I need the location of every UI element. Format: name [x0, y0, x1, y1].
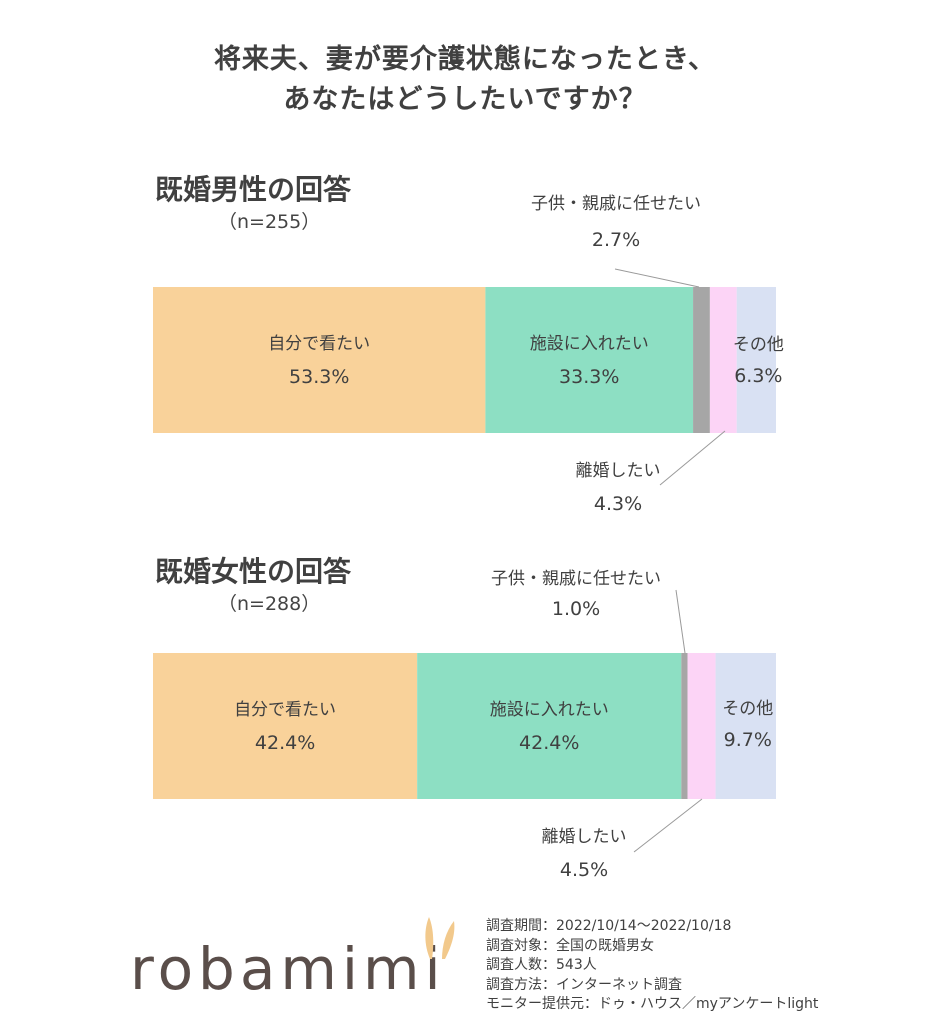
male-label-divorce: 離婚したい [576, 461, 661, 481]
male-bar-self-care [153, 287, 486, 433]
male-value-facility: 33.3% [559, 366, 619, 388]
male-callout-line-divorce [659, 430, 726, 486]
title-line-2: あなたはどうしたいですか？ [283, 84, 647, 115]
female-label-facility: 施設に入れたい [490, 700, 609, 720]
female-group-title: 既婚女性の回答 [155, 555, 352, 588]
male-value-other: 6.3% [734, 365, 782, 387]
survey-count: 調査人数：543人 [486, 957, 597, 973]
survey-method: 調査方法：インターネット調査 [486, 976, 682, 993]
female-bar-facility [417, 653, 682, 799]
female-bar-children-relatives [681, 653, 688, 799]
female-value-divorce: 4.5% [560, 859, 608, 881]
female-callout-line-children [675, 589, 686, 654]
male-callout-line-children [614, 268, 700, 288]
male-bar-divorce [709, 287, 737, 433]
survey-info: 調査期間：2022/10/14～2022/10/18 調査対象：全国の既婚男女 … [486, 917, 818, 1015]
female-label-children-relatives: 子供・親戚に任せたい [491, 569, 661, 589]
male-value-self-care: 53.3% [289, 366, 349, 388]
title-line-1: 将来夫、妻が要介護状態になったとき、 [213, 44, 717, 75]
female-value-other: 9.7% [724, 729, 772, 751]
male-value-children-relatives: 2.7% [592, 229, 640, 251]
female-bar-divorce [687, 653, 716, 799]
male-bar-children-relatives [693, 287, 710, 433]
male-n-label: （n=255） [218, 211, 321, 233]
male-label-other: その他 [733, 335, 784, 355]
female-bar-other [715, 653, 776, 799]
male-group-title: 既婚男性の回答 [155, 173, 352, 206]
female-bar-self-care [153, 653, 418, 799]
male-label-children-relatives: 子供・親戚に任せたい [531, 194, 701, 214]
female-value-children-relatives: 1.0% [552, 598, 600, 620]
female-callout-line-divorce [633, 798, 703, 853]
female-n-label: （n=288） [218, 593, 321, 615]
female-value-facility: 42.4% [519, 732, 579, 754]
rabbit-ears-icon [425, 917, 455, 959]
male-bar-other [736, 287, 776, 433]
male-value-divorce: 4.3% [594, 493, 642, 515]
female-label-other: その他 [722, 699, 773, 719]
survey-target: 調査対象：全国の既婚男女 [486, 937, 654, 954]
female-value-self-care: 42.4% [255, 732, 315, 754]
male-label-self-care: 自分で看たい [268, 334, 370, 354]
male-label-facility: 施設に入れたい [530, 334, 649, 354]
robamimi-logo: robamimi [130, 935, 446, 1003]
female-label-self-care: 自分で看たい [234, 700, 336, 720]
female-label-divorce: 離婚したい [542, 827, 627, 847]
survey-period: 調査期間：2022/10/14～2022/10/18 [486, 918, 732, 934]
male-bar-facility [485, 287, 694, 433]
survey-provider: モニター提供元：ドゥ・ハウス／myアンケートlight [486, 996, 819, 1012]
chart-title: 将来夫、妻が要介護状態になったとき、 あなたはどうしたいですか？ [0, 40, 930, 120]
